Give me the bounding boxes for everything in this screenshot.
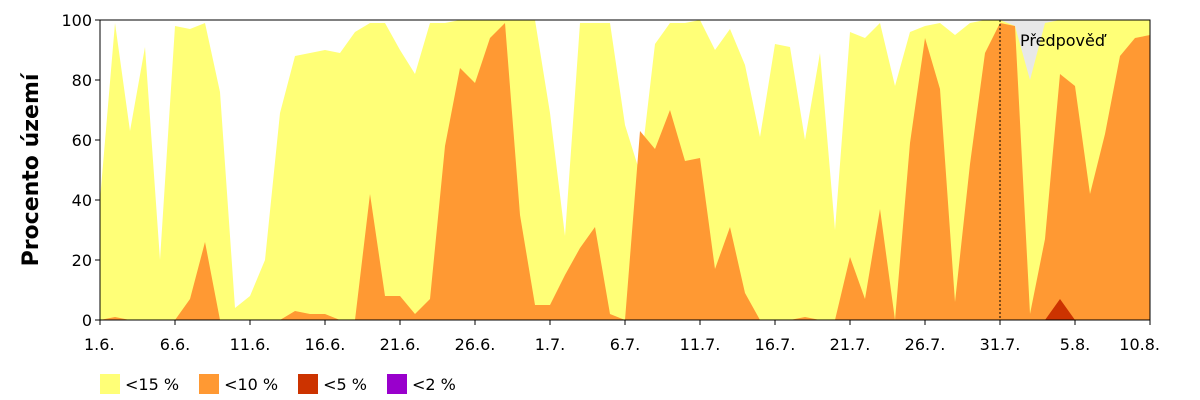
legend-swatch <box>298 374 319 394</box>
x-tick-label: 31.7. <box>980 335 1021 354</box>
legend-item: <10 % <box>199 374 278 394</box>
plot-area <box>100 20 1150 320</box>
y-tick-label: 0 <box>82 311 92 330</box>
legend-label: <5 % <box>323 374 367 394</box>
legend-item: <2 % <box>387 374 456 394</box>
x-tick-label: 21.6. <box>380 335 421 354</box>
legend-label: <10 % <box>224 374 279 394</box>
x-tick-label: 11.7. <box>680 335 721 354</box>
x-tick-label: 5.8. <box>1060 335 1091 354</box>
legend-swatch <box>199 374 220 394</box>
x-tick-label: 16.7. <box>755 335 796 354</box>
legend-item: <15 % <box>100 374 179 394</box>
legend: <15 % <10 % <5 % <2 % <box>100 372 476 396</box>
forecast-label: Předpověď <box>1020 31 1107 50</box>
chart-svg: 0 20 40 60 80 100 1.6. 6.6. 11.6. 16.6. 21.6. 26.6.… <box>19 11 1160 354</box>
area-series-0 <box>100 20 1150 320</box>
y-axis-label: Procento území <box>19 72 44 266</box>
x-tick-label: 26.6. <box>455 335 496 354</box>
x-tick-label: 1.7. <box>535 335 566 354</box>
x-tick-label: 21.7. <box>830 335 871 354</box>
area-series-1 <box>100 23 1150 320</box>
axes: 0 20 40 60 80 100 1.6. 6.6. 11.6. 16.6. 21.6. 26.6.… <box>61 11 1160 354</box>
y-tick-label: 40 <box>72 191 92 210</box>
legend-label: <15 % <box>125 374 180 394</box>
x-tick-label: 6.6. <box>160 335 191 354</box>
legend-item: <5 % <box>298 374 367 394</box>
legend-label: <2 % <box>412 374 456 394</box>
y-tick-label: 20 <box>72 251 92 270</box>
x-tick-label: 11.6. <box>230 335 271 354</box>
y-tick-label: 100 <box>61 11 92 30</box>
y-tick-label: 80 <box>72 71 92 90</box>
legend-swatch <box>387 374 407 394</box>
x-tick-label: 26.7. <box>905 335 946 354</box>
x-tick-label: 10.8. <box>1119 335 1160 354</box>
x-tick-label: 1.6. <box>84 335 115 354</box>
y-tick-label: 60 <box>72 131 92 150</box>
x-tick-label: 6.7. <box>610 335 641 354</box>
legend-swatch <box>100 374 120 394</box>
x-tick-label: 16.6. <box>305 335 346 354</box>
